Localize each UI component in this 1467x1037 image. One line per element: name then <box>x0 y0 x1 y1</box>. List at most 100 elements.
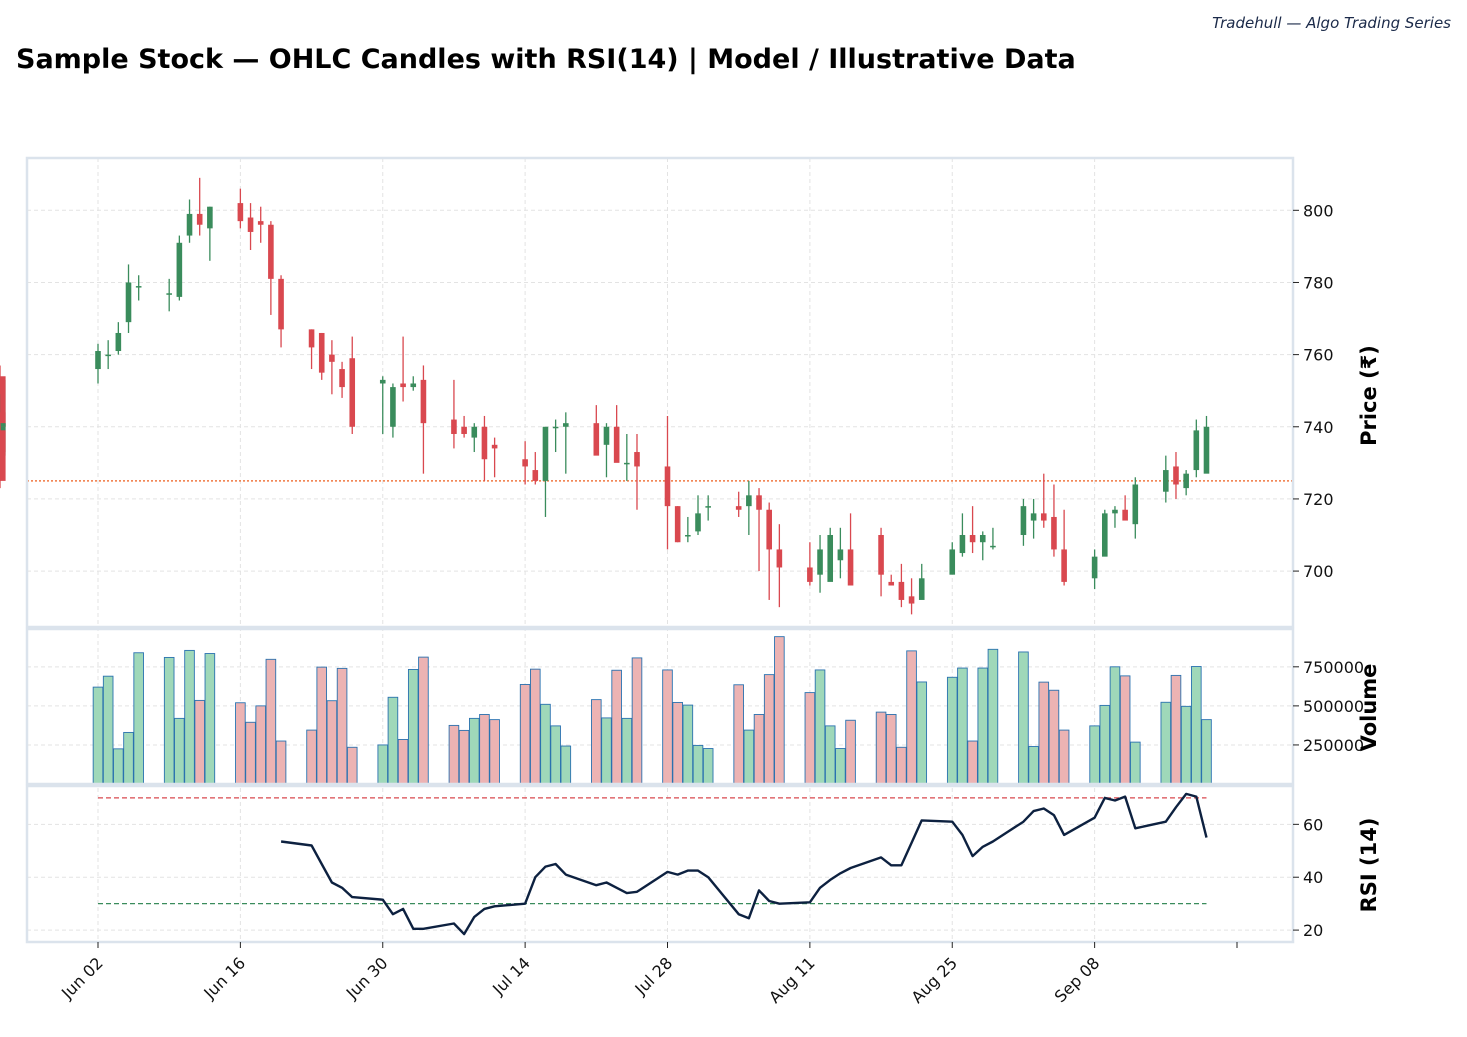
candle-body <box>400 383 406 388</box>
volume-bar <box>1109 666 1121 785</box>
volume-bar <box>560 745 572 785</box>
candle-body <box>166 293 172 295</box>
volume-bar <box>631 657 643 785</box>
candle-body <box>827 535 834 582</box>
candle-body <box>0 423 6 427</box>
x-tick-label: Jun 16 <box>199 953 249 1003</box>
volume-bar <box>906 650 917 785</box>
candle-body <box>207 206 213 229</box>
candle-body <box>807 567 813 582</box>
volume-bar <box>184 649 195 785</box>
candle-body <box>1030 513 1037 521</box>
price-axis-label: Price (₹) <box>1357 345 1381 446</box>
volume-bar <box>987 648 999 785</box>
rsi-tick-label: 60 <box>1303 815 1323 834</box>
candle-body <box>379 379 386 384</box>
candle-body <box>1061 549 1067 582</box>
volume-bar <box>835 748 846 785</box>
volume-bar <box>1170 674 1182 785</box>
candle-body <box>542 426 549 481</box>
rsi-tick-label: 20 <box>1303 921 1323 940</box>
price-tick-label: 800 <box>1303 201 1334 220</box>
candle-body <box>247 217 254 232</box>
candle-body <box>634 452 640 467</box>
candle-body <box>685 535 691 537</box>
x-tick-label: Jul 28 <box>631 953 677 999</box>
rsi-line <box>280 792 1208 936</box>
volume-bar <box>804 692 816 785</box>
volume-bar <box>763 674 775 785</box>
volume-bar <box>235 702 246 785</box>
candle-body <box>0 430 6 481</box>
volume-bar <box>743 729 755 785</box>
x-tick-label: Jul 14 <box>488 953 534 999</box>
chart-title: Sample Stock — OHLC Candles with RSI(14)… <box>16 44 1076 75</box>
volume-bar <box>1180 705 1192 785</box>
volume-bar <box>550 725 561 785</box>
candle-body <box>766 509 772 550</box>
volume-bar <box>885 714 897 785</box>
candle-body <box>990 545 996 548</box>
volume-bar <box>306 729 317 785</box>
candle-body <box>949 549 956 575</box>
candle-body <box>278 278 284 330</box>
candle-body <box>186 213 193 236</box>
candle-body <box>1112 509 1118 514</box>
volume-bar <box>611 669 622 785</box>
candle-body <box>1091 556 1098 579</box>
rsi-axis-label: RSI (14) <box>1357 818 1381 913</box>
volume-bar <box>774 636 785 785</box>
candle-body <box>532 470 539 481</box>
candle-body <box>817 549 823 575</box>
x-tick-label: Jun 30 <box>342 953 392 1003</box>
volume-bar <box>387 696 399 785</box>
volume-tick-label: 750000 <box>1303 658 1364 677</box>
rsi-tick-label: 40 <box>1303 868 1323 887</box>
axis-ticks: 700 720 740 760 780 800 250000 500000 750000 20 40… <box>57 201 1381 1007</box>
candle-body <box>176 242 183 297</box>
candle-body <box>1132 484 1139 525</box>
volume-bar <box>123 731 134 785</box>
volume-bar <box>418 656 429 785</box>
candle-body <box>1183 473 1189 489</box>
candle-body <box>563 423 569 427</box>
volume-bar <box>336 667 348 785</box>
volume-bar <box>591 699 602 785</box>
volume-bar <box>601 717 612 785</box>
candle-body <box>308 329 315 348</box>
volume-bar <box>682 704 694 785</box>
rsi-series <box>280 792 1208 936</box>
volume-axis-label: Volume <box>1357 664 1381 752</box>
candle-body <box>1122 509 1128 521</box>
volume-bar <box>1089 725 1100 785</box>
volume-tick-label: 250000 <box>1303 736 1364 755</box>
volume-bar <box>133 652 144 785</box>
price-tick-label: 700 <box>1303 562 1334 581</box>
volume-bar <box>519 684 531 785</box>
candle-body <box>390 387 396 427</box>
volume-bar <box>468 717 480 785</box>
candle-body <box>0 412 6 427</box>
volume-bar <box>875 711 887 785</box>
volume-bar <box>621 717 633 785</box>
candle-body <box>329 354 335 362</box>
candle-body <box>1173 466 1179 485</box>
panel-frame-volume <box>25 627 1295 786</box>
candle-body <box>1163 470 1169 492</box>
candle-body <box>776 549 783 568</box>
volume-bar <box>113 748 124 785</box>
candle-body <box>898 581 905 600</box>
candle-body <box>1020 506 1027 536</box>
candle-body <box>888 581 895 586</box>
candle-body <box>593 423 600 456</box>
candle-body <box>115 332 122 352</box>
candle-body <box>95 351 101 370</box>
candle-body <box>522 459 528 467</box>
candle-body <box>420 379 427 424</box>
x-tick-label: Jun 02 <box>57 953 107 1003</box>
panel-frame-price <box>25 156 1295 629</box>
candle-body <box>339 369 345 388</box>
volume-bar <box>255 705 266 785</box>
candle-body <box>1193 430 1200 471</box>
